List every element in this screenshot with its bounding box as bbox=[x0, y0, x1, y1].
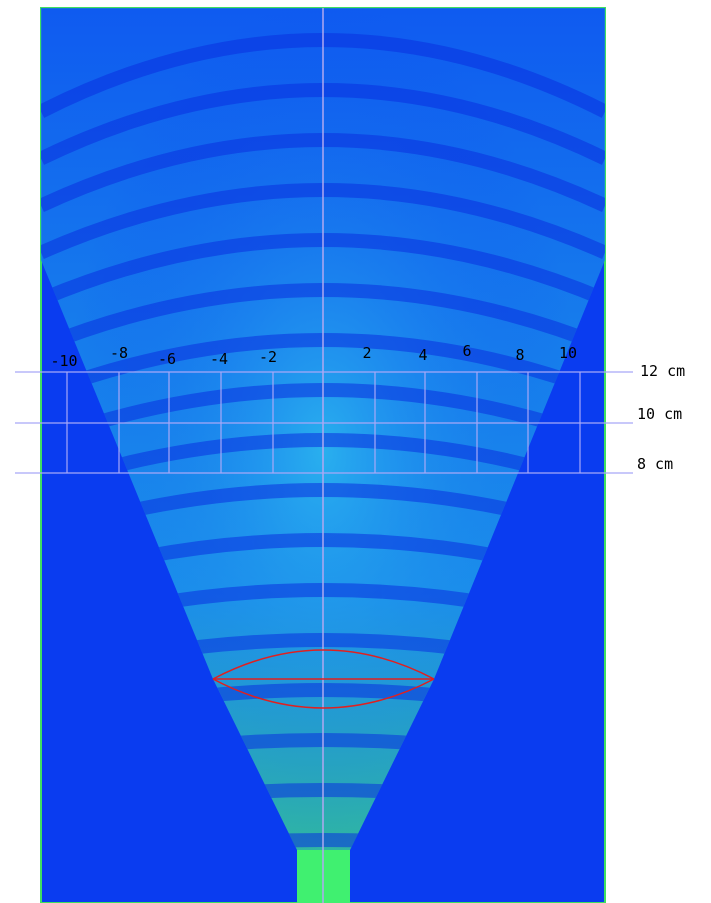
x-label: -10 bbox=[50, 352, 77, 370]
x-label: 8 bbox=[515, 346, 524, 364]
x-label: 6 bbox=[462, 342, 471, 360]
y-label: 8 cm bbox=[637, 455, 673, 473]
x-label: 10 bbox=[559, 344, 577, 362]
ruler-grid bbox=[15, 371, 633, 474]
x-label: 4 bbox=[418, 346, 427, 364]
x-label: -4 bbox=[210, 350, 228, 368]
lens bbox=[212, 649, 435, 709]
x-labels: -10 -8 -6 -4 -2 2 4 6 8 10 bbox=[50, 342, 577, 370]
y-label: 10 cm bbox=[637, 405, 682, 423]
x-label: 2 bbox=[362, 344, 371, 362]
x-label: -2 bbox=[259, 348, 277, 366]
x-label: -6 bbox=[158, 350, 176, 368]
y-labels: 12 cm 10 cm 8 cm bbox=[637, 362, 685, 473]
x-label: -8 bbox=[110, 344, 128, 362]
y-label: 12 cm bbox=[640, 362, 685, 380]
